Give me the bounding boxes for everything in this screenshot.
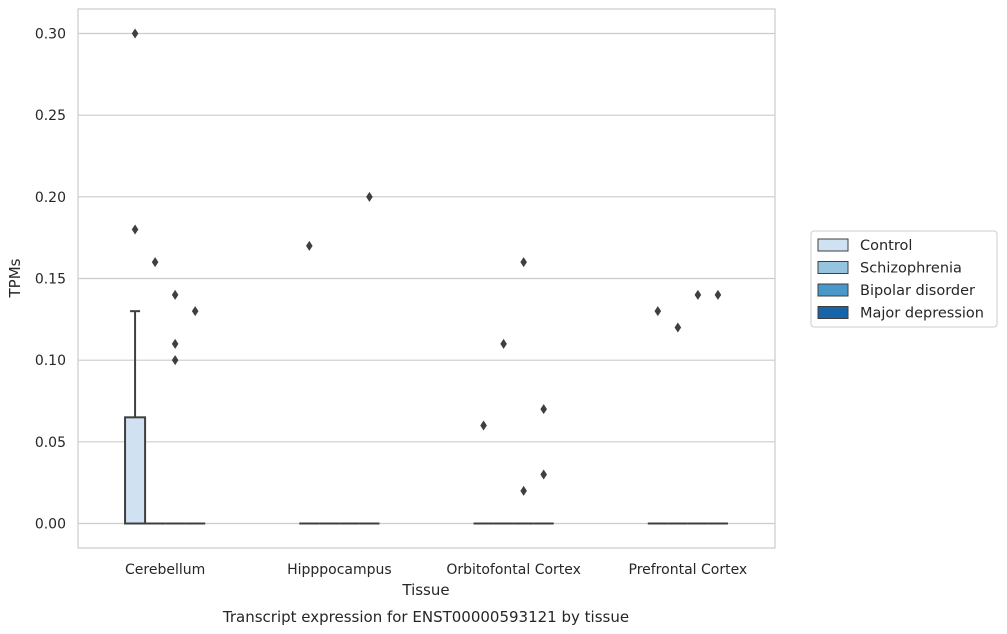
box	[513, 257, 534, 525]
box	[145, 257, 166, 525]
legend-label: Control	[860, 238, 912, 254]
legend-swatch	[817, 261, 849, 274]
box	[647, 306, 668, 525]
box-series	[124, 28, 728, 525]
series-major-depression	[185, 191, 728, 525]
y-tick-label: 0.05	[35, 435, 66, 451]
box	[299, 240, 320, 525]
series-control	[124, 28, 668, 525]
outlier-point	[171, 338, 179, 349]
legend-label: Bipolar disorder	[860, 283, 975, 299]
y-tick-label: 0.00	[35, 517, 66, 533]
x-tick-label: Cerebellum	[125, 562, 205, 578]
series-bipolar-disorder	[165, 257, 708, 525]
x-tick-label: Orbitofontal Cortex	[446, 562, 581, 578]
outlier-point	[171, 355, 179, 366]
box	[359, 191, 380, 525]
y-axis-label: TPMs	[6, 258, 24, 298]
y-tick-labels: 0.00 0.05 0.10 0.15 0.20 0.25 0.30	[35, 27, 66, 533]
legend-label: Schizophrenia	[860, 261, 962, 277]
legend-frame	[810, 230, 998, 328]
outlier-point	[131, 28, 139, 39]
legend-swatch	[817, 238, 849, 252]
plot-frame	[77, 8, 776, 549]
outlier-point	[674, 322, 682, 333]
series-schizophrenia	[145, 257, 688, 525]
outlier-point	[171, 289, 179, 300]
box	[533, 404, 554, 525]
outlier-point	[151, 257, 159, 268]
outlier-point	[306, 240, 313, 251]
x-axis-label: Tissue	[401, 581, 449, 599]
y-tick-label: 0.25	[35, 108, 66, 124]
outlier-point	[191, 306, 199, 317]
outlier-point	[540, 404, 547, 415]
legend-items: Control Schizophrenia Bipolar disorder Majo…	[817, 238, 984, 322]
box	[707, 289, 728, 525]
x-tick-label: Prefrontal Cortex	[629, 562, 748, 578]
outlier-point	[694, 289, 702, 300]
box	[124, 28, 147, 525]
legend-swatch	[817, 283, 849, 297]
outlier-point	[520, 257, 527, 268]
box	[667, 322, 688, 525]
box	[493, 338, 514, 525]
chart-caption: Transcript expression for ENST0000059312…	[222, 608, 629, 626]
y-tick-label: 0.30	[35, 27, 66, 43]
outlier-point	[500, 338, 507, 349]
outlier-point	[654, 306, 662, 317]
y-tick-label: 0.15	[35, 272, 66, 288]
box	[473, 420, 494, 525]
box-iqr	[124, 416, 147, 525]
box	[185, 306, 206, 525]
outlier-point	[714, 289, 722, 300]
x-tick-label: Hipppocampus	[287, 562, 392, 578]
y-tick-label: 0.10	[35, 353, 66, 369]
outlier-point	[480, 420, 487, 431]
box	[687, 289, 708, 525]
x-tick-labels: Cerebellum Hipppocampus Orbitofontal Corte…	[125, 562, 747, 578]
legend-swatch	[817, 306, 849, 319]
legend-label: Major depression	[860, 306, 984, 322]
outlier-point	[131, 224, 139, 235]
y-tick-label: 0.20	[35, 190, 66, 206]
outlier-point	[540, 469, 547, 480]
outlier-point	[520, 485, 527, 496]
legend: Control Schizophrenia Bipolar disorder Majo…	[810, 230, 998, 328]
box	[165, 289, 186, 525]
outlier-point	[366, 191, 373, 202]
